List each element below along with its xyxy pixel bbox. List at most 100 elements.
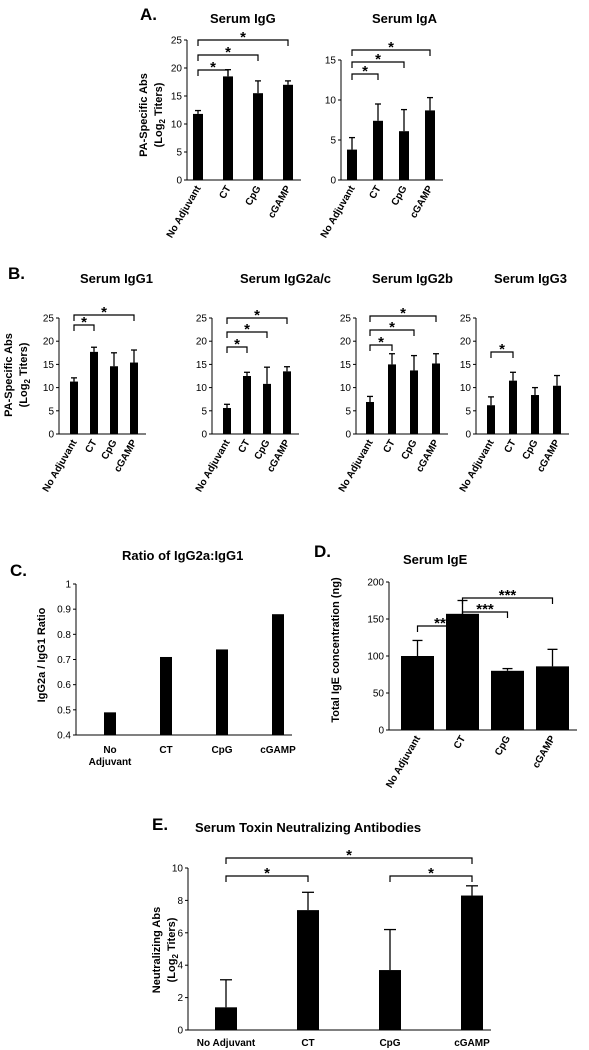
y-tick-label: 15	[460, 360, 472, 371]
bar	[553, 385, 561, 434]
y-tick-label: 10	[325, 96, 337, 107]
bar	[425, 110, 435, 180]
panel-e-ylabel-line1: Neutralizing Abs	[151, 907, 163, 993]
bar	[70, 381, 78, 434]
bar	[509, 380, 517, 434]
significance-label: *	[264, 865, 270, 882]
x-tick-label: No	[103, 745, 116, 756]
x-tick-label: No Adjuvant	[458, 437, 497, 494]
y-tick-label: 150	[367, 615, 384, 626]
y-tick-label: 50	[373, 689, 385, 700]
y-tick-label: 5	[345, 406, 351, 417]
chart-title: Ratio of IgG2a:IgG1	[122, 548, 243, 563]
x-tick-label: CT	[159, 745, 172, 756]
significance-label: *	[499, 341, 505, 358]
significance-bracket	[73, 324, 95, 331]
y-tick-label: 15	[171, 92, 183, 103]
y-tick-label: 20	[171, 64, 183, 75]
y-tick-label: 5	[176, 148, 182, 159]
x-tick-label: No Adjuvant	[197, 1038, 256, 1049]
bar	[461, 895, 483, 1030]
x-tick-label: CpG	[390, 184, 410, 208]
bar	[410, 370, 418, 434]
y-tick-label: 0.6	[57, 680, 71, 691]
bar	[536, 666, 569, 730]
bar	[373, 120, 383, 180]
significance-label: ***	[499, 587, 517, 604]
panel-c-ylabel: IgG2a / IgG1 Ratio	[36, 607, 48, 702]
y-tick-label: 5	[330, 136, 336, 147]
bar	[446, 613, 479, 730]
bar	[104, 712, 116, 735]
bar	[366, 401, 374, 434]
bar	[216, 649, 228, 735]
x-tick-label: CT	[502, 438, 518, 455]
bar	[263, 383, 271, 434]
panel-letter-a: A.	[140, 5, 157, 24]
bar	[347, 149, 357, 180]
significance-bracket	[197, 39, 289, 46]
chart-title: Serum IgA	[372, 11, 438, 26]
panel-b-ylabel-line1: PA-Specific Abs	[3, 333, 15, 417]
significance-bracket	[73, 314, 135, 321]
panel-letter-c: C.	[10, 561, 27, 580]
x-tick-label: CpG	[244, 184, 264, 208]
y-tick-label: 0.7	[57, 655, 71, 666]
y-tick-label: 15	[196, 360, 208, 371]
significance-bracket	[225, 875, 309, 882]
significance-bracket	[461, 597, 554, 604]
x-tick-label: CT	[83, 438, 99, 455]
y-tick-label: 20	[460, 337, 472, 348]
y-tick-label: 0	[345, 430, 351, 441]
chart-d: Serum IgE 0 50 100 150 200 No Adjuvant CT CpG cGA…	[367, 552, 577, 790]
significance-label: *	[225, 44, 231, 61]
significance-bracket	[461, 611, 509, 618]
panel-b-ylabel-line2: (Log2 Titers)	[18, 342, 32, 407]
chart-a1: Serum IgG 0 5 10 15 20 25 No Adjuvant CT CpG cGAMP…	[165, 11, 301, 240]
significance-label: *	[244, 321, 250, 338]
x-tick-label: Adjuvant	[89, 757, 132, 768]
bar	[531, 395, 539, 434]
x-tick-label: No Adjuvant	[319, 183, 358, 240]
bar	[215, 1007, 237, 1030]
bar	[379, 970, 401, 1030]
chart-title: Serum IgG2a/c	[240, 271, 331, 286]
bar	[297, 910, 319, 1030]
bar	[243, 376, 251, 434]
x-tick-label: No Adjuvant	[194, 437, 233, 494]
significance-label: ***	[476, 601, 494, 618]
bar	[399, 131, 409, 180]
chart-title: Serum IgG1	[80, 271, 153, 286]
y-tick-label: 200	[367, 578, 384, 589]
significance-bracket	[351, 49, 431, 56]
y-tick-label: 0.5	[57, 705, 71, 716]
significance-bracket	[389, 875, 473, 882]
y-tick-label: 25	[460, 314, 472, 325]
y-tick-label: 0	[465, 430, 471, 441]
y-tick-label: 20	[43, 337, 55, 348]
y-tick-label: 25	[43, 314, 55, 325]
panel-letter-b: B.	[8, 264, 25, 283]
x-tick-label: cGAMP	[408, 184, 435, 221]
bar	[388, 364, 396, 434]
significance-bracket	[369, 315, 437, 322]
significance-label: *	[400, 305, 406, 322]
significance-label: *	[210, 59, 216, 76]
bar	[432, 363, 440, 434]
bar	[130, 362, 138, 434]
y-tick-label: 2	[177, 993, 183, 1004]
x-tick-label: CpG	[211, 745, 232, 756]
y-tick-label: 10	[340, 383, 352, 394]
panel-letter-e: E.	[152, 815, 168, 834]
y-tick-label: 15	[43, 360, 55, 371]
x-tick-label: CT	[301, 1038, 314, 1049]
y-tick-label: 25	[171, 36, 183, 47]
panel-a-ylabel-line2: (Log2 Titers)	[153, 82, 167, 147]
panel-e-ylabel-line2: (Log2 Titers)	[166, 917, 180, 982]
chart-e: Serum Toxin Neutralizing Antibodies 0 2 4 6 8…	[172, 820, 491, 1049]
